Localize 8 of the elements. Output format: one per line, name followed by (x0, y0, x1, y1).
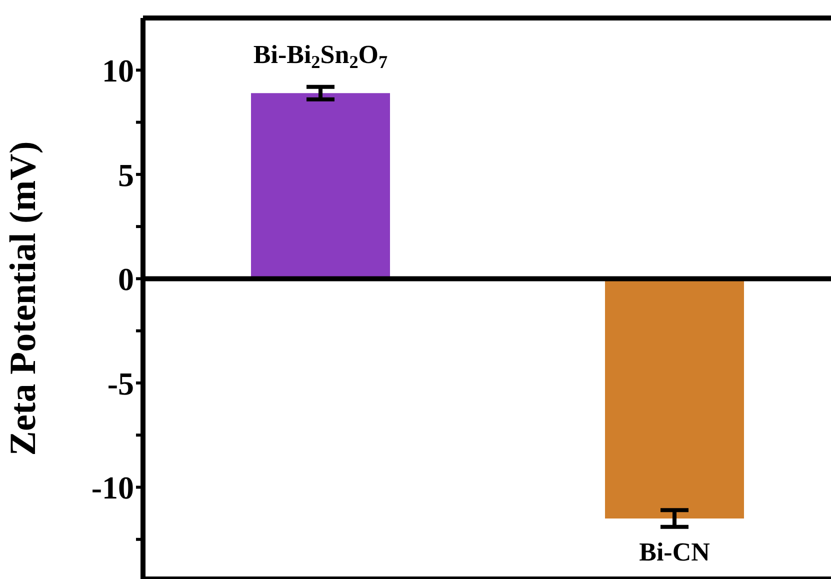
y-tick-label: -5 (107, 365, 134, 402)
y-tick-label: -10 (91, 470, 134, 506)
x-tick-label: Bi-CN (639, 538, 710, 567)
y-tick-label: 10 (102, 52, 134, 88)
x-tick-label: Bi-Bi$_{2}$Sn$_{2}$O$_{7}$ (253, 40, 388, 72)
y-tick-label: 5 (118, 156, 134, 193)
y-axis-title: Zeta Potential (mV) (3, 141, 44, 456)
y-tick-label: 0 (118, 261, 134, 298)
